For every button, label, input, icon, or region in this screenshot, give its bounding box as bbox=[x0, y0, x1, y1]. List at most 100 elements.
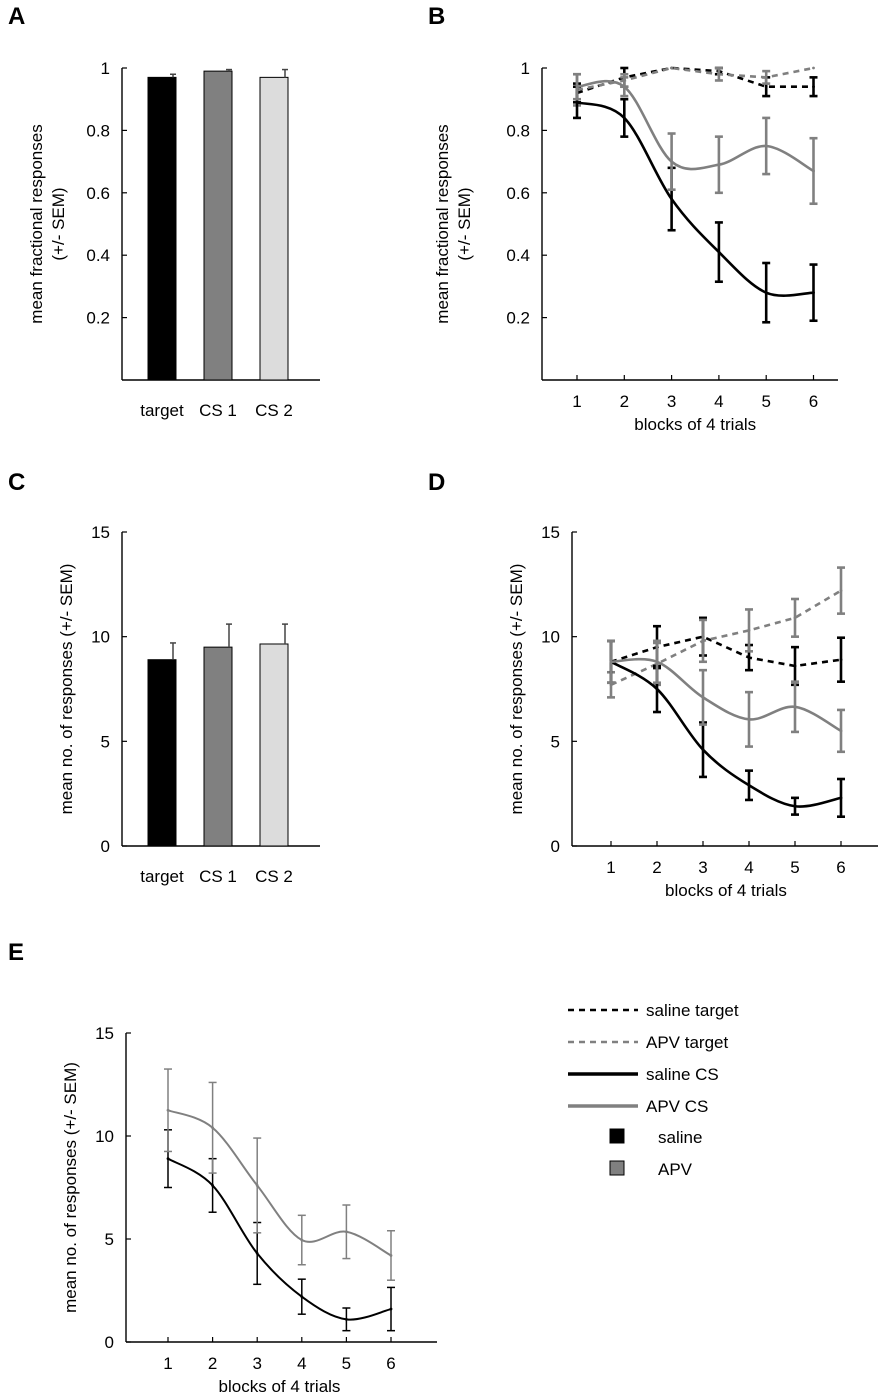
data-point-apv-target bbox=[717, 72, 721, 76]
panel-e-y-label: mean no. of responses (+/- SEM) bbox=[61, 1062, 80, 1313]
series-line-apv-target bbox=[610, 589, 842, 686]
data-point-apv-target bbox=[793, 616, 797, 620]
series-line-saline-target bbox=[576, 66, 814, 95]
panel-e-y-tick-label: 0 bbox=[105, 1333, 114, 1352]
data-point-apv-target bbox=[701, 639, 705, 643]
panel-e-y-tick-label: 10 bbox=[95, 1127, 114, 1146]
data-point-saline-cs bbox=[575, 100, 579, 104]
panel-e-x-tick-label: 1 bbox=[163, 1354, 172, 1373]
panel-label-b: B bbox=[428, 3, 445, 30]
data-point-saline-cs bbox=[701, 748, 705, 752]
panel-a-y-tick-label: 0.2 bbox=[86, 309, 110, 328]
panel-d-y-label: mean no. of responses (+/- SEM) bbox=[507, 564, 526, 815]
bar-cs1 bbox=[203, 646, 233, 847]
panel-d-x-tick-label: 1 bbox=[606, 858, 615, 877]
bar-cs2 bbox=[259, 76, 289, 381]
panel-d-y-tick-label: 0 bbox=[551, 837, 560, 856]
data-point-saline-target bbox=[839, 658, 843, 662]
bar-category-label: CS 1 bbox=[199, 867, 237, 886]
data-point-apv-target bbox=[670, 66, 673, 70]
panel-b-x-tick-label: 2 bbox=[620, 392, 629, 411]
data-point-saline-target bbox=[812, 85, 815, 89]
panel-b-y-tick-label: 1 bbox=[521, 59, 530, 78]
data-point-apv-cs bbox=[622, 85, 626, 89]
legend-label-saline-target: saline target bbox=[646, 1001, 739, 1020]
series-line-apv-cs bbox=[576, 79, 815, 173]
data-point-apv-cs bbox=[655, 660, 659, 664]
panel-b-y-label: mean fractional responses bbox=[433, 124, 452, 323]
panel-b-x-tick-label: 5 bbox=[761, 392, 770, 411]
data-point-apv-cs bbox=[839, 729, 843, 733]
panel-b-y-tick-label: 0.2 bbox=[506, 309, 530, 328]
legend-label-saline-cs: saline CS bbox=[646, 1065, 719, 1084]
legend-label-apv: APV bbox=[658, 1160, 693, 1179]
data-point-apv-cs bbox=[747, 717, 751, 721]
panel-b-x-label: blocks of 4 trials bbox=[634, 415, 756, 434]
data-point-saline-cs bbox=[622, 116, 626, 120]
data-point-apv-cs bbox=[717, 163, 721, 167]
panel-a-y-tick-label: 0.8 bbox=[86, 121, 110, 140]
bar-target bbox=[147, 659, 177, 847]
data-point-saline-cs bbox=[747, 783, 751, 787]
data-point-saline-cs bbox=[812, 291, 815, 295]
data-point-saline-target bbox=[747, 656, 751, 659]
panel-d-x-tick-label: 3 bbox=[698, 858, 707, 877]
panel-b-x-tick-label: 3 bbox=[667, 392, 676, 411]
data-point-apv bbox=[211, 1126, 215, 1130]
data-point-saline bbox=[166, 1157, 170, 1161]
panel-a-y-label: (+/- SEM) bbox=[49, 187, 68, 260]
panel-d-y-tick-label: 15 bbox=[541, 523, 560, 542]
data-point-apv-cs bbox=[812, 169, 815, 173]
panel-e-x-tick-label: 2 bbox=[208, 1354, 217, 1373]
panel-d-x-label: blocks of 4 trials bbox=[665, 881, 787, 900]
panel-d: 0 5 10 15 mean no. of responses (+/- SEM) 1 2 3… bbox=[507, 523, 878, 900]
panel-b-y-tick-label: 0.4 bbox=[506, 246, 530, 265]
series-line-saline bbox=[167, 1157, 392, 1321]
panel-a-y-tick-label: 0.4 bbox=[86, 246, 110, 265]
legend-swatch-saline bbox=[609, 1128, 625, 1144]
panel-c-y-tick-label: 15 bbox=[91, 523, 110, 542]
panel-a-y-label: mean fractional responses bbox=[27, 124, 46, 323]
data-point-apv-cs bbox=[670, 160, 673, 164]
panel-e-x-tick-label: 3 bbox=[252, 1354, 261, 1373]
data-point-apv bbox=[300, 1238, 304, 1242]
panel-b-y-tick-label: 0.6 bbox=[506, 184, 530, 203]
panel-a: 0.2 0.4 0.6 0.8 1 mean fractional responses (+… bbox=[27, 59, 320, 420]
data-point-saline bbox=[389, 1307, 393, 1311]
panel-label-c: C bbox=[8, 469, 25, 496]
panel-d-x-tick-label: 5 bbox=[790, 858, 799, 877]
series-line-saline-cs bbox=[576, 101, 814, 297]
panel-a-y-tick-label: 1 bbox=[101, 59, 110, 78]
data-point-apv-target bbox=[812, 66, 815, 70]
data-point-apv-cs bbox=[609, 660, 613, 664]
data-point-apv-target bbox=[839, 589, 843, 593]
data-point-saline-target bbox=[793, 664, 797, 668]
panel-e-x-tick-label: 5 bbox=[342, 1354, 351, 1373]
legend-label-apv-target: APV target bbox=[646, 1033, 728, 1052]
data-point-saline-cs bbox=[839, 796, 843, 800]
panel-c: 0 5 10 15 mean no. of responses (+/- SEM) tar… bbox=[57, 523, 320, 886]
panel-e-y-tick-label: 5 bbox=[105, 1230, 114, 1249]
data-point-apv bbox=[345, 1230, 348, 1234]
panel-e-x-tick-label: 6 bbox=[386, 1354, 395, 1373]
panel-e: 0 5 10 15 mean no. of responses (+/- SEM) 1 2 3… bbox=[61, 1024, 437, 1396]
panel-d-y-tick-label: 10 bbox=[541, 628, 560, 647]
panel-c-y-tick-label: 10 bbox=[91, 628, 110, 647]
panel-e-x-label: blocks of 4 trials bbox=[219, 1377, 341, 1396]
panel-label-e: E bbox=[8, 939, 24, 966]
panel-d-x-tick-label: 6 bbox=[836, 858, 845, 877]
bar-cs2 bbox=[259, 643, 289, 847]
bar-category-label: target bbox=[140, 867, 184, 886]
data-point-saline-cs bbox=[764, 291, 768, 295]
data-point-saline bbox=[211, 1184, 215, 1187]
bar-category-label: target bbox=[140, 401, 184, 420]
data-point-saline-cs bbox=[793, 804, 797, 808]
panel-d-x-tick-label: 2 bbox=[652, 858, 661, 877]
bar-cs1 bbox=[203, 70, 233, 381]
data-point-saline bbox=[300, 1295, 304, 1299]
data-point-saline-cs bbox=[717, 250, 721, 254]
data-point-saline-cs bbox=[655, 687, 659, 691]
panel-b-y-tick-label: 0.8 bbox=[506, 121, 530, 140]
panel-d-x-tick-label: 4 bbox=[744, 858, 753, 877]
